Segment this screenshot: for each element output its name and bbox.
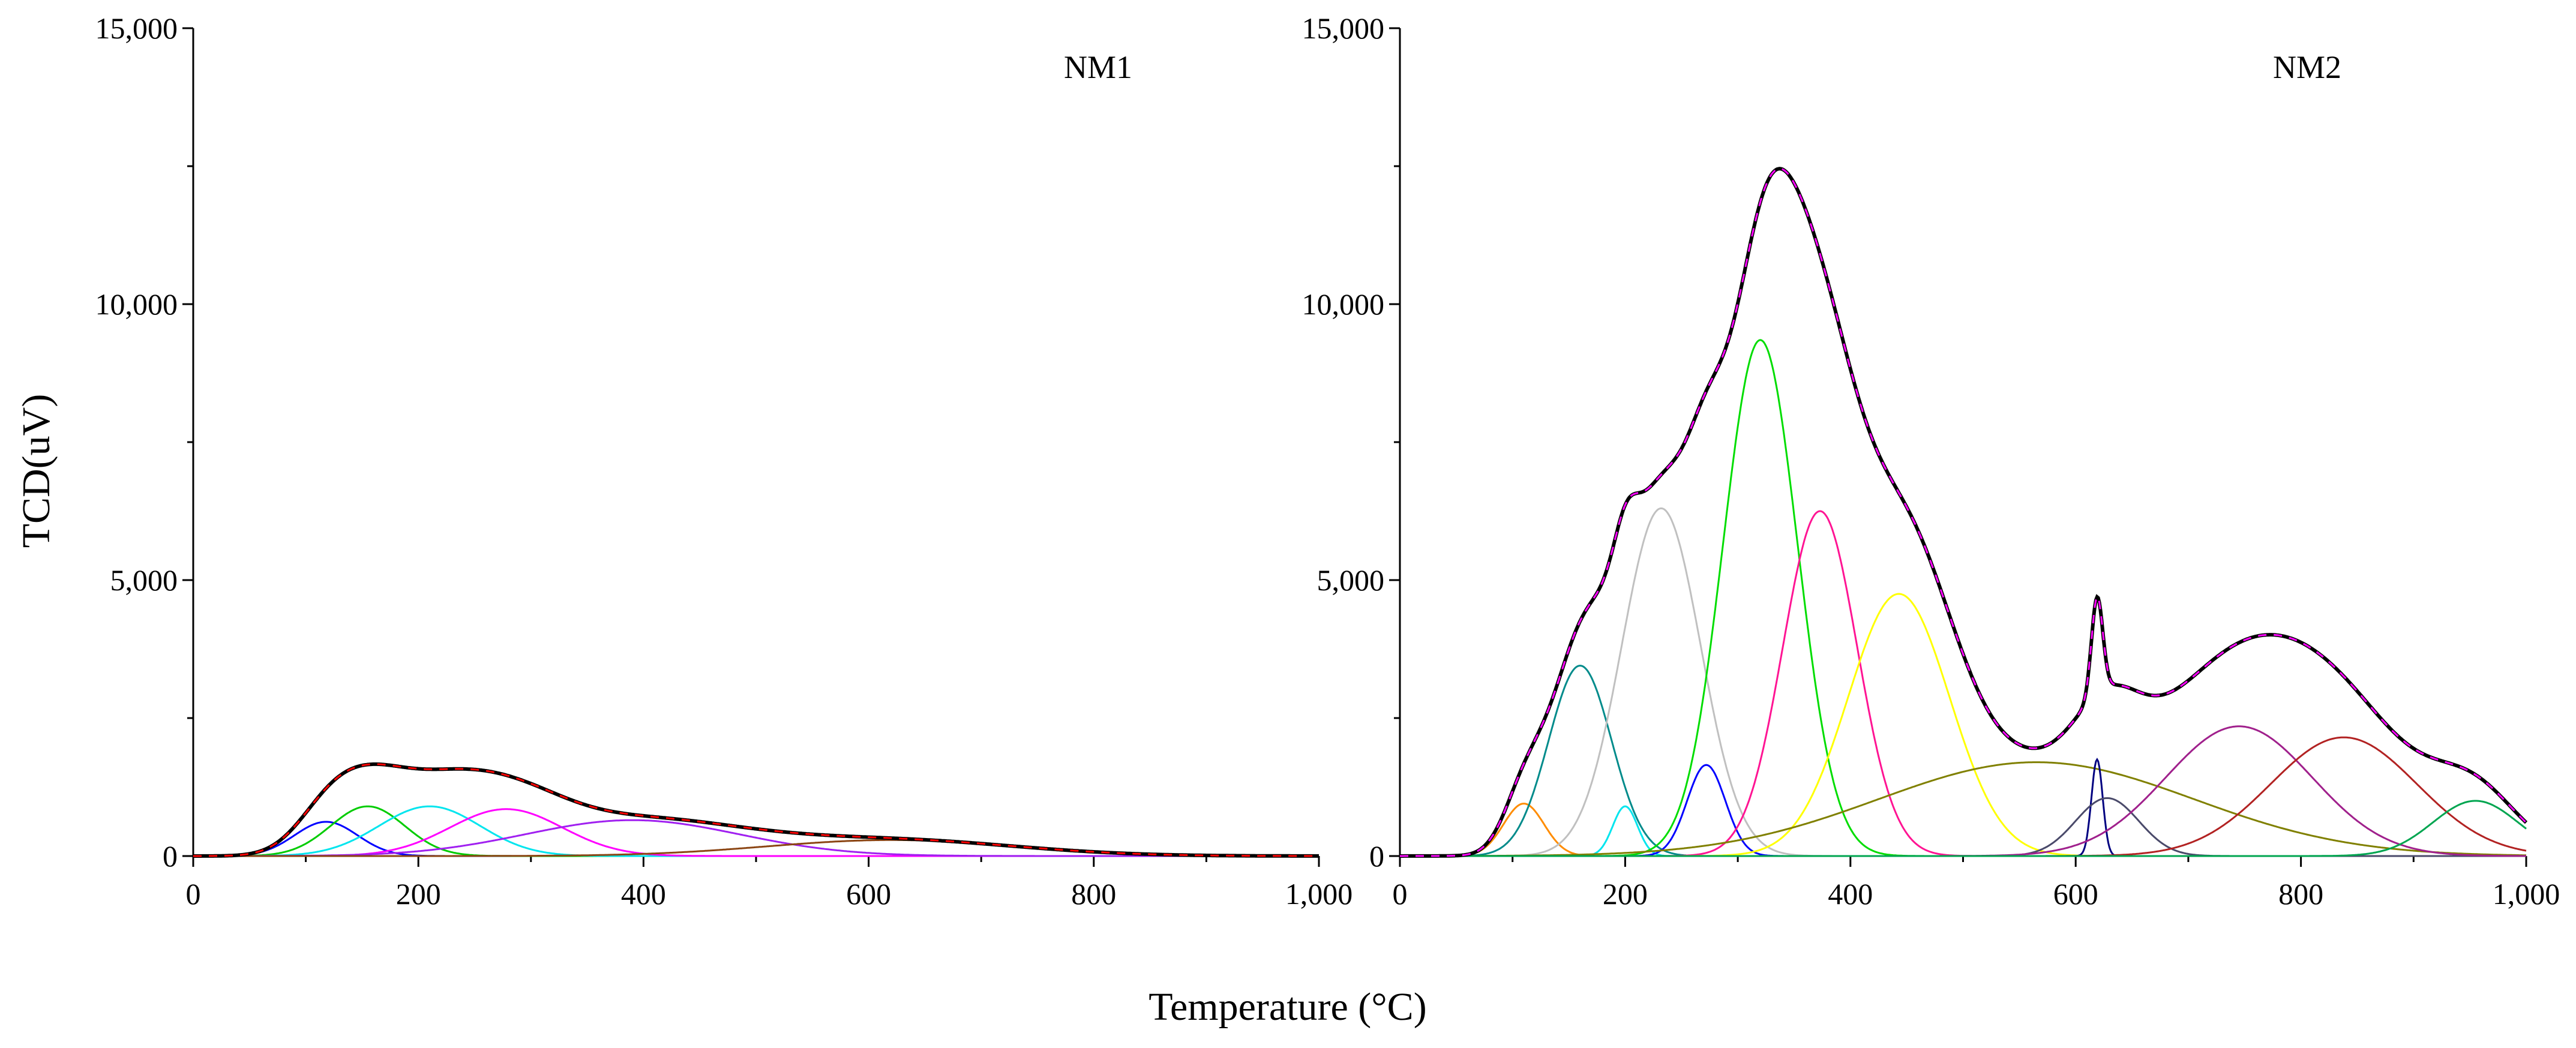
x-tick-label: 400 bbox=[621, 877, 666, 911]
x-axis-title: Temperature (°C) bbox=[1148, 985, 1426, 1029]
x-tick-label: 800 bbox=[2278, 877, 2323, 911]
y-tick-label: 15,000 bbox=[95, 11, 178, 45]
panel-nm1: 0 200 400 600 800 1,000 0 5,000 10,000 15,000 NM1 bbox=[95, 11, 1353, 911]
x-tick-label: 1,000 bbox=[1285, 877, 1353, 911]
panel-label: NM1 bbox=[1064, 49, 1132, 85]
y-axis-title: TCD(uV) bbox=[14, 394, 58, 548]
y-tick-label: 15,000 bbox=[1302, 11, 1385, 45]
x-tick-label: 800 bbox=[1071, 877, 1116, 911]
x-tick-label: 400 bbox=[1828, 877, 1873, 911]
component-peak-5 bbox=[193, 819, 1319, 857]
y-tick-label: 0 bbox=[1369, 839, 1384, 873]
y-tick-label: 5,000 bbox=[1317, 563, 1385, 597]
y-tick-label: 10,000 bbox=[1302, 287, 1385, 321]
x-tick-label: 600 bbox=[2053, 877, 2098, 911]
y-tick-label: 10,000 bbox=[95, 287, 178, 321]
y-tick-label: 0 bbox=[163, 839, 178, 873]
component-peak-14 bbox=[1400, 800, 2527, 857]
y-tick-label: 5,000 bbox=[110, 563, 178, 597]
fit-overlay-curve bbox=[193, 763, 1319, 857]
panel-label: NM2 bbox=[2273, 49, 2341, 85]
fit-overlay-curve bbox=[1400, 167, 2527, 857]
x-tick-label: 0 bbox=[186, 877, 201, 911]
x-tick-label: 0 bbox=[1393, 877, 1408, 911]
x-tick-label: 600 bbox=[846, 877, 891, 911]
x-tick-label: 200 bbox=[1603, 877, 1648, 911]
x-tick-label: 200 bbox=[396, 877, 441, 911]
x-tick-label: 1,000 bbox=[2493, 877, 2560, 911]
component-peak-9 bbox=[1400, 761, 2526, 857]
panel-nm2: 0 200 400 600 800 1,000 0 5,000 10,000 15,000 NM2 bbox=[1302, 11, 2560, 911]
